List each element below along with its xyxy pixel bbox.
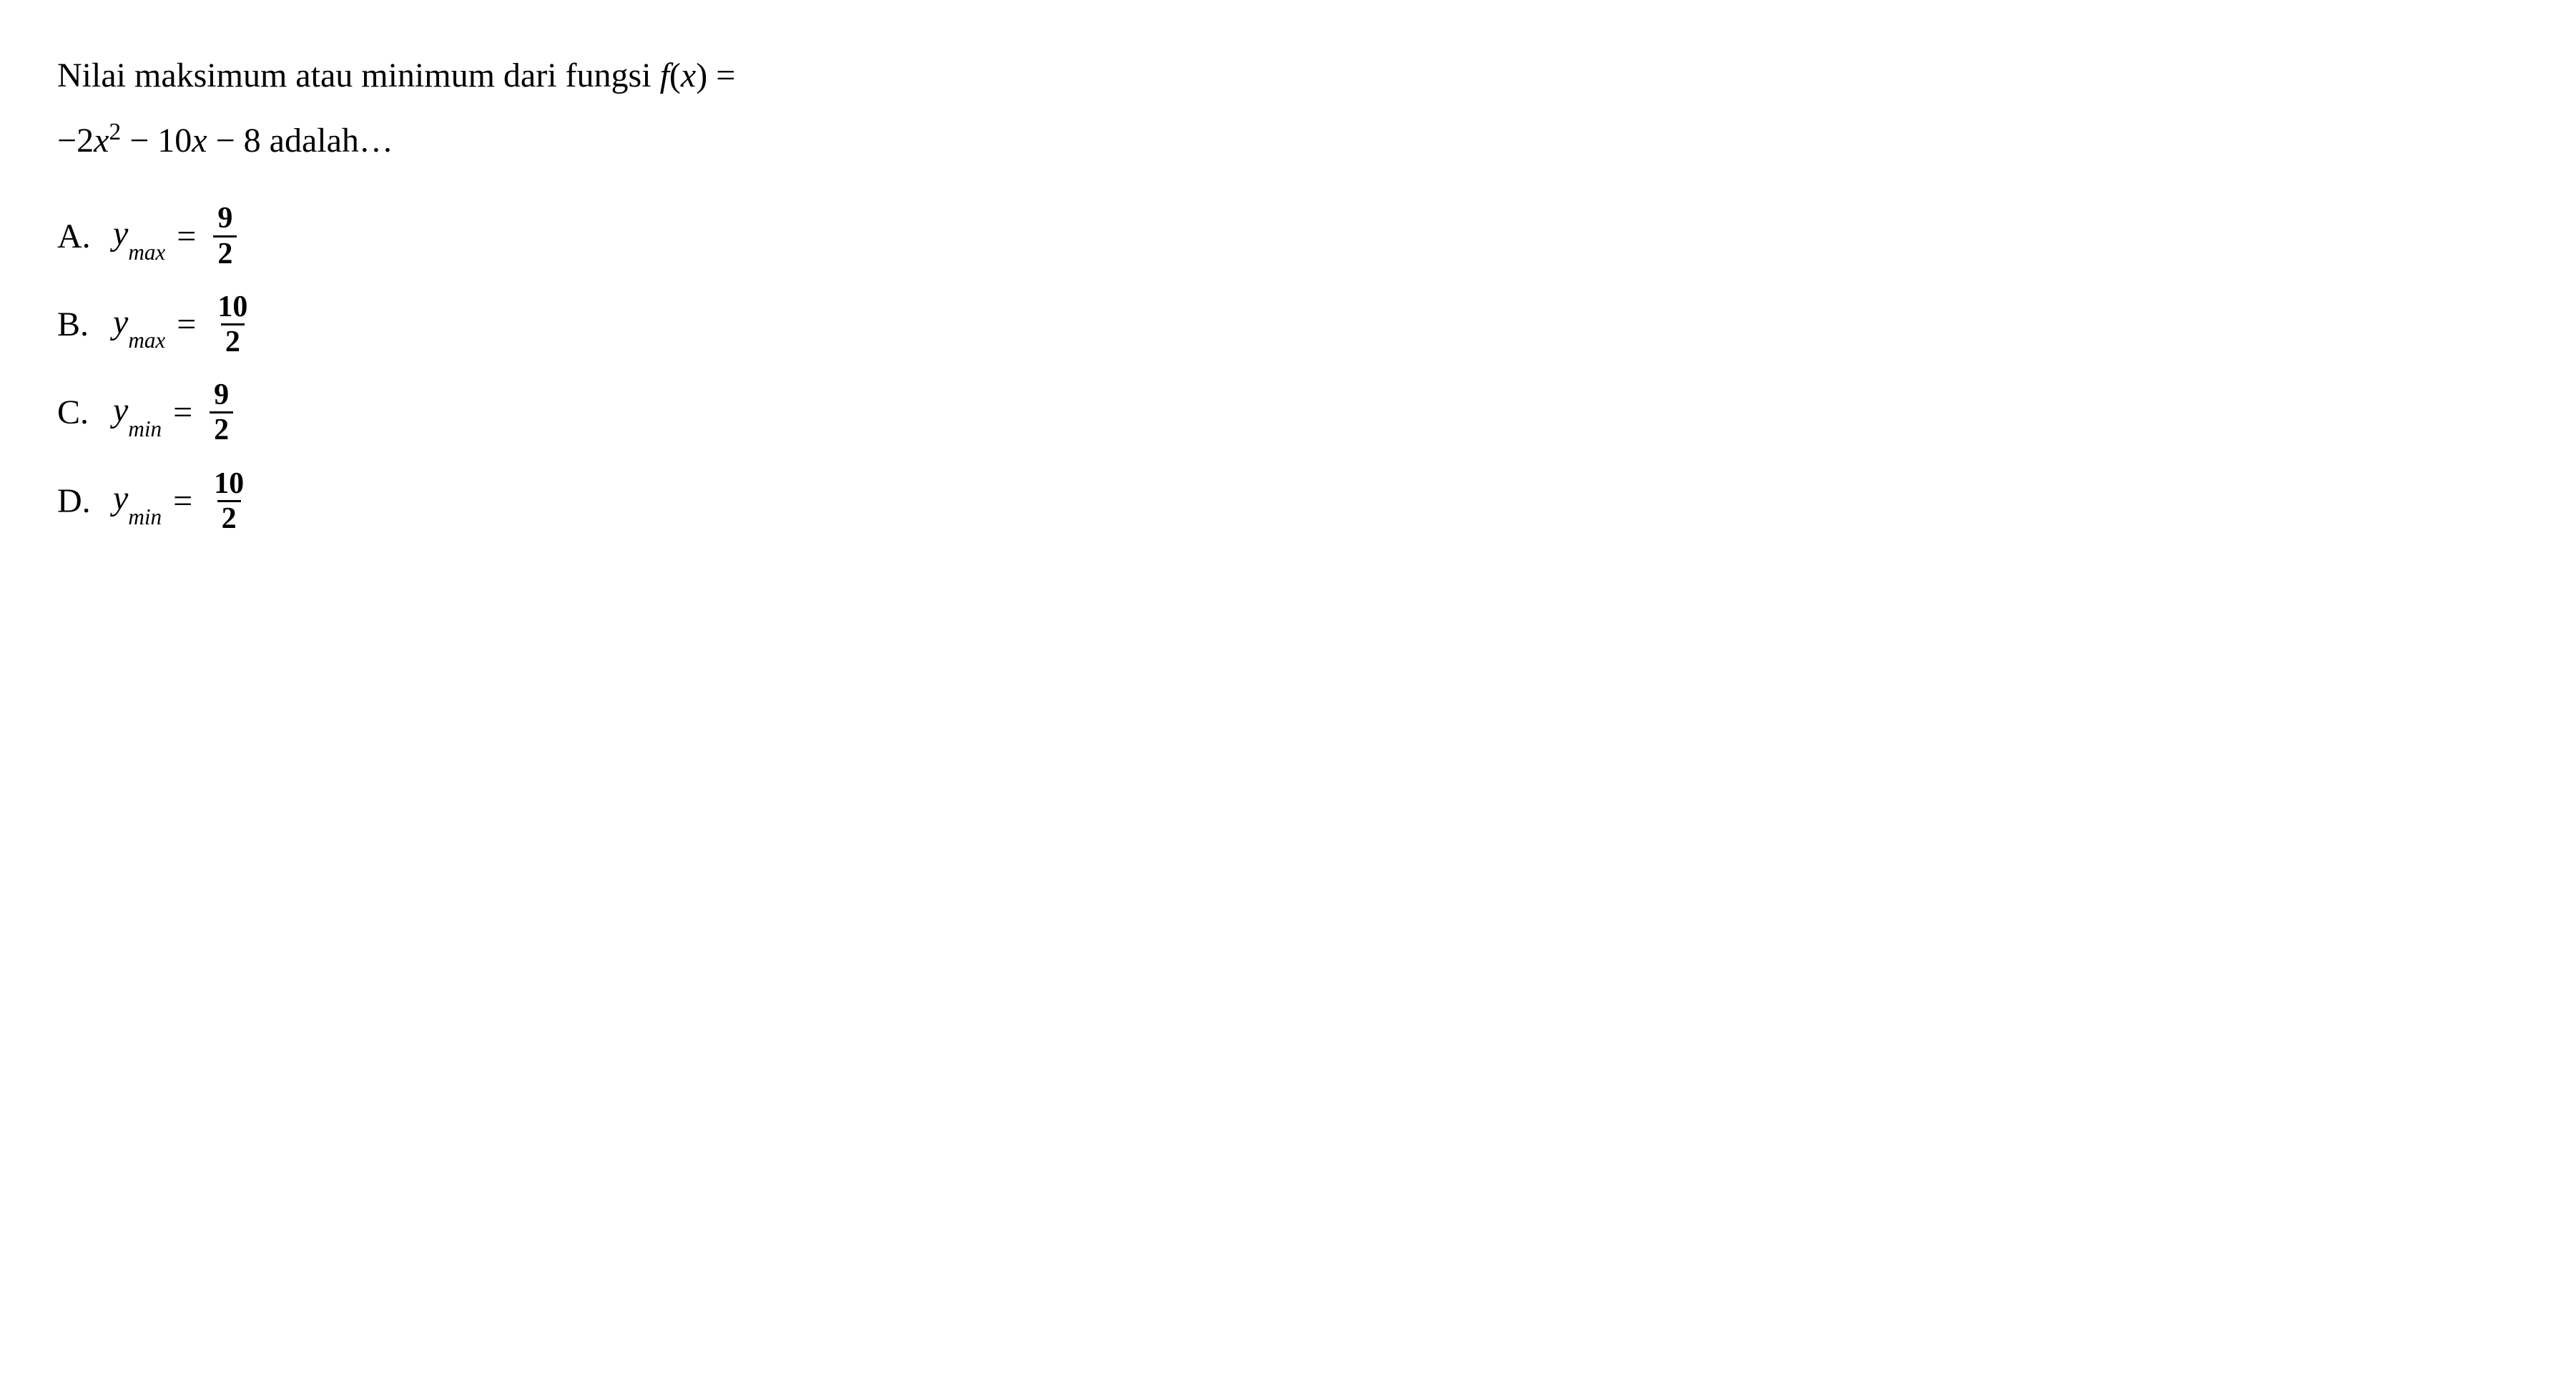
- denominator: 2: [217, 500, 241, 535]
- question-text: Nilai maksimum atau minimum dari fungsi …: [57, 43, 2519, 173]
- option-expression: ymax = 10 2: [113, 290, 252, 358]
- question-expression: −2x2 − 10x − 8 adalah…: [57, 122, 393, 160]
- expr-var2: x: [192, 122, 207, 160]
- option-d: D. ymin = 10 2: [57, 467, 2519, 535]
- expr-var1: x: [94, 122, 109, 160]
- numerator: 10: [210, 467, 248, 500]
- numerator: 9: [213, 202, 237, 235]
- denominator: 2: [221, 323, 245, 358]
- func-name: f: [660, 57, 669, 94]
- option-label: D.: [57, 481, 100, 521]
- y-variable: ymin: [113, 479, 162, 523]
- equals-sign: =: [173, 393, 192, 432]
- fraction: 9 2: [213, 202, 237, 270]
- denominator: 2: [210, 411, 233, 446]
- y-variable: ymax: [113, 214, 165, 258]
- option-expression: ymax = 9 2: [113, 202, 237, 270]
- option-b: B. ymax = 10 2: [57, 290, 2519, 358]
- expr-coeff1: −2: [57, 122, 94, 160]
- fraction: 10 2: [213, 290, 252, 358]
- option-c: C. ymin = 9 2: [57, 378, 2519, 446]
- y-variable: ymin: [113, 391, 162, 435]
- option-expression: ymin = 9 2: [113, 378, 233, 446]
- y-variable: ymax: [113, 303, 165, 347]
- option-label: C.: [57, 393, 100, 432]
- equals-sign: =: [177, 217, 196, 256]
- option-a: A. ymax = 9 2: [57, 202, 2519, 270]
- func-arg: x: [681, 57, 696, 94]
- fraction: 9 2: [210, 378, 233, 446]
- options-list: A. ymax = 9 2 B. ymax = 10 2 C. ymin = 9: [57, 202, 2519, 535]
- option-label: B.: [57, 305, 100, 344]
- numerator: 9: [210, 378, 233, 411]
- fraction: 10 2: [210, 467, 248, 535]
- numerator: 10: [213, 290, 252, 323]
- question-function: f(x) =: [660, 57, 736, 94]
- option-expression: ymin = 10 2: [113, 467, 248, 535]
- option-label: A.: [57, 217, 100, 256]
- equals-sign: =: [173, 481, 192, 521]
- expr-mid: − 10: [121, 122, 192, 160]
- equals-sign: =: [707, 57, 735, 94]
- equals-sign: =: [177, 305, 196, 344]
- denominator: 2: [213, 235, 237, 270]
- question-line1-text: Nilai maksimum atau minimum dari fungsi: [57, 57, 660, 94]
- expr-suffix: − 8 adalah…: [207, 122, 393, 160]
- expr-exp: 2: [109, 119, 121, 145]
